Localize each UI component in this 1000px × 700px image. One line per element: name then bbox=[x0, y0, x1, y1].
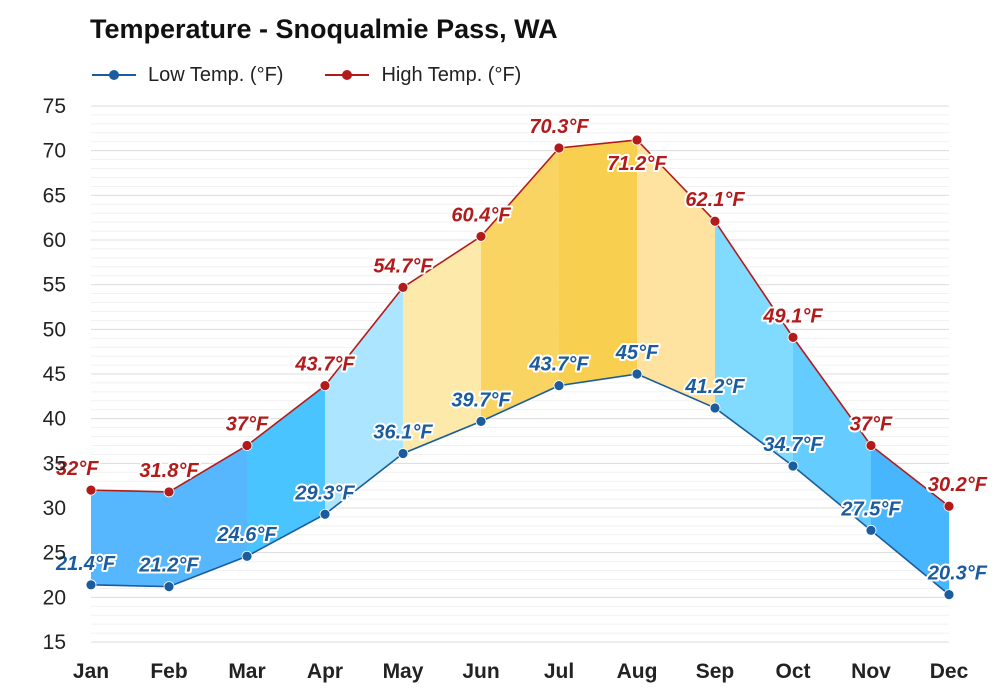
x-tick-label: May bbox=[383, 660, 424, 683]
low-temp-data-label: 43.7°F bbox=[528, 354, 589, 376]
x-tick-label: Jun bbox=[462, 660, 499, 683]
temperature-band bbox=[559, 139, 637, 386]
y-tick-label: 50 bbox=[43, 318, 66, 341]
y-tick-label: 75 bbox=[43, 95, 66, 118]
x-tick-label: Dec bbox=[930, 660, 969, 683]
legend-high-label: High Temp. (°F) bbox=[381, 63, 522, 86]
low-temp-point bbox=[709, 402, 721, 414]
low-temp-point bbox=[787, 460, 799, 472]
y-tick-label: 20 bbox=[43, 586, 66, 609]
temperature-band bbox=[247, 385, 325, 557]
x-tick-label: Nov bbox=[851, 660, 891, 683]
high-temp-line bbox=[90, 139, 950, 507]
axis-layer: 15 20 25 30 35 40 45 50 55 60 65 70 75 Jan Feb Mar Apr Ma… bbox=[43, 95, 969, 683]
x-tick-label: Jul bbox=[544, 660, 574, 683]
high-temp-point bbox=[241, 440, 253, 451]
line-layer bbox=[90, 139, 950, 596]
high-temp-data-label: 32°F bbox=[56, 458, 99, 480]
y-tick-label: 25 bbox=[43, 542, 66, 565]
x-tick-label: Jan bbox=[73, 660, 109, 683]
high-temp-data-label: 71.2°F bbox=[607, 153, 667, 175]
high-temp-data-label: 30.2°F bbox=[928, 474, 988, 496]
y-tick-label: 15 bbox=[43, 631, 66, 654]
high-temp-point bbox=[163, 486, 175, 498]
label-layer: 21.4°F 21.2°F 24.6°F 29.3°F 36.1°F 39.7°F 43.7… bbox=[53, 114, 990, 587]
y-tick-label: 45 bbox=[43, 363, 66, 386]
high-temp-data-label: 43.7°F bbox=[294, 354, 355, 376]
low-temp-line bbox=[90, 373, 950, 596]
high-temp-point bbox=[475, 231, 487, 242]
low-temp-point bbox=[397, 448, 409, 459]
high-temp-point bbox=[787, 331, 799, 343]
high-temp-point bbox=[865, 440, 877, 451]
x-tick-label: Sep bbox=[696, 660, 735, 683]
low-temp-point bbox=[553, 380, 565, 392]
point-layer bbox=[85, 134, 955, 601]
high-temp-data-label: 49.1°F bbox=[762, 305, 823, 327]
y-tick-label: 35 bbox=[43, 452, 66, 475]
temperature-band bbox=[481, 147, 559, 422]
x-tick-label: Mar bbox=[228, 660, 265, 683]
low-temp-point bbox=[85, 579, 97, 591]
x-tick-label: Feb bbox=[150, 660, 187, 683]
high-temp-data-label: 31.8°F bbox=[139, 460, 199, 482]
high-series-swatch-icon bbox=[325, 70, 370, 80]
high-temp-point bbox=[319, 380, 331, 392]
legend-item-low[interactable]: Low Temp. (°F) bbox=[90, 64, 283, 87]
y-tick-label: 65 bbox=[43, 184, 66, 207]
high-temp-point bbox=[397, 281, 409, 293]
low-temp-point bbox=[475, 415, 487, 427]
temperature-band bbox=[871, 445, 949, 595]
high-temp-point bbox=[943, 500, 955, 512]
high-temp-point bbox=[631, 134, 643, 146]
low-temp-data-label: 27.5°F bbox=[840, 498, 901, 520]
low-temp-data-label: 20.3°F bbox=[927, 563, 988, 585]
y-tick-label: 30 bbox=[43, 497, 66, 520]
chart-title: Temperature - Snoqualmie Pass, WA bbox=[90, 14, 558, 44]
low-temp-data-label: 21.4°F bbox=[55, 553, 116, 575]
y-tick-label: 60 bbox=[43, 229, 66, 252]
low-temp-data-label: 45°F bbox=[615, 342, 659, 364]
x-tick-label: Aug bbox=[617, 660, 658, 683]
y-tick-label: 55 bbox=[43, 274, 66, 297]
low-temp-data-label: 24.6°F bbox=[216, 524, 277, 546]
low-temp-data-label: 29.3°F bbox=[294, 482, 355, 504]
high-temp-data-label: 37°F bbox=[226, 413, 269, 435]
legend-low-label: Low Temp. (°F) bbox=[148, 63, 284, 86]
high-temp-point bbox=[709, 215, 721, 227]
high-temp-data-label: 37°F bbox=[850, 413, 893, 435]
high-temp-data-label: 70.3°F bbox=[529, 116, 589, 138]
temperature-band bbox=[403, 236, 481, 454]
high-temp-point bbox=[553, 142, 565, 154]
temperature-band bbox=[715, 221, 793, 467]
low-series-swatch-icon bbox=[92, 70, 136, 80]
temperature-band bbox=[325, 287, 403, 515]
low-temp-point bbox=[319, 508, 331, 520]
y-tick-label: 70 bbox=[43, 140, 66, 163]
low-temp-data-label: 39.7°F bbox=[451, 389, 511, 411]
low-temp-point bbox=[241, 550, 253, 562]
legend-item-high[interactable]: High Temp. (°F) bbox=[323, 64, 521, 87]
high-temp-data-label: 62.1°F bbox=[685, 189, 745, 211]
low-temp-point bbox=[631, 368, 643, 380]
high-temp-point bbox=[85, 484, 97, 496]
low-temp-point bbox=[865, 524, 877, 536]
low-temp-point bbox=[163, 581, 175, 593]
low-temp-data-label: 41.2°F bbox=[684, 376, 745, 398]
high-temp-data-label: 54.7°F bbox=[373, 255, 433, 277]
legend: Low Temp. (°F) High Temp. (°F) bbox=[90, 60, 561, 90]
x-tick-label: Apr bbox=[307, 660, 343, 683]
x-tick-label: Oct bbox=[775, 660, 810, 683]
temperature-band bbox=[91, 490, 169, 587]
low-temp-data-label: 34.7°F bbox=[763, 434, 823, 456]
low-temp-data-label: 21.2°F bbox=[138, 555, 199, 577]
high-temp-data-label: 60.4°F bbox=[451, 204, 511, 226]
y-tick-label: 40 bbox=[43, 408, 66, 431]
low-temp-point bbox=[943, 589, 955, 601]
temperature-band bbox=[637, 139, 715, 408]
low-temp-data-label: 36.1°F bbox=[373, 422, 433, 444]
